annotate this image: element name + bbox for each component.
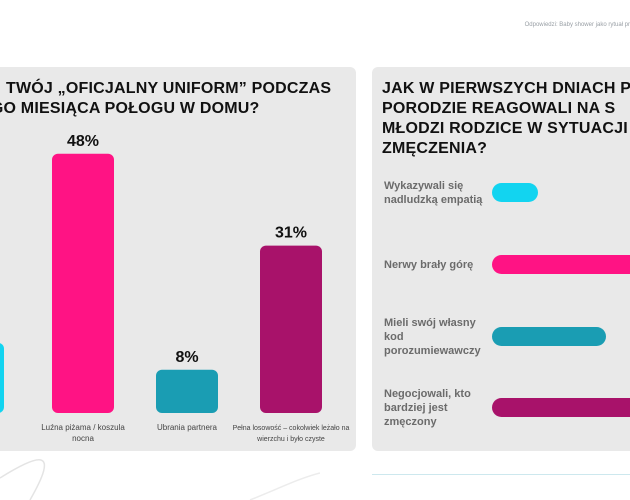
hbar-2 [492,255,630,274]
hbar-label-2: Nerwy brały górę [384,259,474,271]
hbar-label-1: Wykazywali się nadludzką empatią [384,180,483,206]
footer-divider [372,474,630,475]
hbar-3 [492,327,606,346]
hbar-4 [492,398,630,417]
bar-2 [52,153,114,414]
left-chart-title: TWÓJ „OFICJALNY UNIFORM” PODCZAS EGO MIE… [0,79,356,119]
bar-3 [156,369,218,413]
hbar-label-4: Negocjowali, kto bardziej jest zmęczony [384,388,471,428]
hbar-label-3: Mieli swój własny kod porozumiewawczy [384,317,481,357]
category-label-4: Pełna losowość – cokolwiek leżało na wier… [233,425,350,443]
right-chart-title: JAK W PIERWSZYCH DNIACH PO PORODZIE REAG… [382,80,630,157]
category-label-3: Ubrania partnera [157,423,218,432]
bar-value-label-3: 8% [175,349,198,366]
report-caption: Odpowiedzi: Baby shower jako rytuał pr [524,22,630,28]
hbar-1 [492,183,538,202]
bar-value-label-2: 48% [67,133,99,150]
category-label-2: Luźna piżama / koszula nocna [41,423,125,443]
bar-1 [0,343,4,413]
bar-4 [260,245,322,413]
left-title-line1: TWÓJ „OFICJALNY UNIFORM” PODCZAS [6,80,332,97]
bar-value-label-4: 31% [275,225,307,242]
uniform-bar-chart: …ny dres48%Luźna piżama / koszulanocna8%… [0,133,350,443]
left-title-line2: EGO MIESIĄCA POŁOGU W DOMU? [0,100,260,117]
right-chart-panel: JAK W PIERWSZYCH DNIACH PO PORODZIE REAG… [372,67,630,451]
background-curve [0,459,320,500]
left-chart-panel: TWÓJ „OFICJALNY UNIFORM” PODCZAS EGO MIE… [0,67,356,451]
